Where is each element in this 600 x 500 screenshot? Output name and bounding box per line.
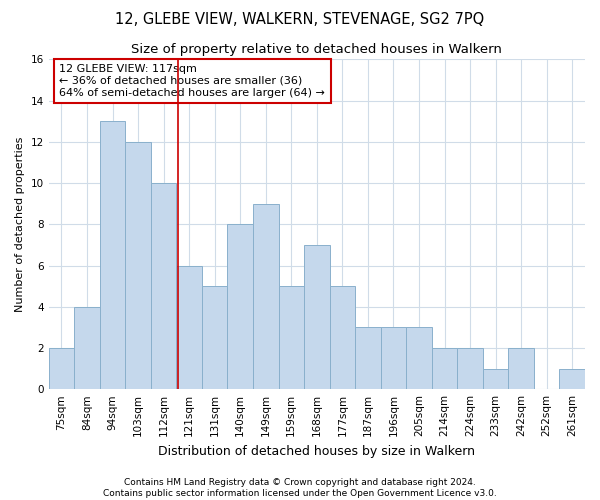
Bar — [483, 368, 508, 389]
Bar — [49, 348, 74, 389]
Text: 12, GLEBE VIEW, WALKERN, STEVENAGE, SG2 7PQ: 12, GLEBE VIEW, WALKERN, STEVENAGE, SG2 … — [115, 12, 485, 28]
Bar — [100, 122, 125, 389]
Bar — [227, 224, 253, 389]
Bar — [74, 306, 100, 389]
Bar — [125, 142, 151, 389]
Bar — [304, 245, 329, 389]
Bar — [329, 286, 355, 389]
Bar — [380, 328, 406, 389]
Text: Contains HM Land Registry data © Crown copyright and database right 2024.
Contai: Contains HM Land Registry data © Crown c… — [103, 478, 497, 498]
Bar — [151, 183, 176, 389]
Bar — [278, 286, 304, 389]
Bar — [432, 348, 457, 389]
Bar — [253, 204, 278, 389]
Text: 12 GLEBE VIEW: 117sqm
← 36% of detached houses are smaller (36)
64% of semi-deta: 12 GLEBE VIEW: 117sqm ← 36% of detached … — [59, 64, 325, 98]
Bar — [406, 328, 432, 389]
Y-axis label: Number of detached properties: Number of detached properties — [15, 136, 25, 312]
Bar — [176, 266, 202, 389]
Bar — [202, 286, 227, 389]
Title: Size of property relative to detached houses in Walkern: Size of property relative to detached ho… — [131, 42, 502, 56]
Bar — [457, 348, 483, 389]
Bar — [355, 328, 380, 389]
X-axis label: Distribution of detached houses by size in Walkern: Distribution of detached houses by size … — [158, 444, 475, 458]
Bar — [508, 348, 534, 389]
Bar — [559, 368, 585, 389]
